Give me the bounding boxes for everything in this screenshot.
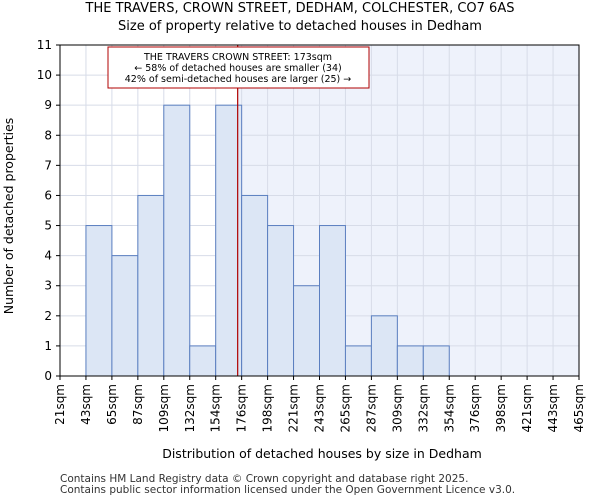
footer-copyright: Contains HM Land Registry data © Crown c… [60,473,469,485]
y-tick-label: 9 [44,98,52,112]
x-tick-label: 132sqm [183,384,197,432]
x-tick-label: 65sqm [105,384,119,425]
histogram-chart: 0 1 2 3 4 5 6 7 8 9 10 11 21sqm 43sqm 65sqm 87sqm 109sqm… [1,38,586,461]
bar-287sqm [370,315,398,377]
y-tick-label: 7 [44,158,52,172]
bar-132sqm [189,345,217,377]
bar-43sqm [85,225,113,377]
bar-87sqm [137,194,165,377]
x-tick-label: 176sqm [235,384,249,432]
x-tick-label: 198sqm [261,384,275,432]
bar-198sqm [267,225,295,377]
chart-title: THE TRAVERS, CROWN STREET, DEDHAM, COLCH… [85,1,515,16]
x-tick-label: 309sqm [390,384,404,432]
y-tick-label: 1 [44,339,52,353]
bar-265sqm [344,345,372,377]
x-tick-label: 443sqm [546,384,560,432]
bar-176sqm [241,194,269,377]
x-tick-label: 21sqm [53,384,67,425]
x-tick-label: 154sqm [209,384,223,432]
annotation-line-2: ← 58% of detached houses are smaller (34… [134,63,341,74]
bar-332sqm [422,345,450,377]
y-tick-label: 0 [44,369,52,383]
x-tick-label: 87sqm [131,384,145,425]
y-tick-label: 6 [44,188,52,202]
x-tick-label: 332sqm [416,384,430,432]
x-axis-label: Distribution of detached houses by size … [162,446,482,461]
bar-109sqm [163,104,191,377]
x-tick-label: 465sqm [572,384,586,432]
footer-licence: Contains public sector information licen… [60,484,516,496]
y-tick-label: 3 [44,279,52,293]
x-tick-label: 376sqm [468,384,482,432]
x-tick-label: 354sqm [442,384,456,432]
x-tick-label: 421sqm [520,384,534,432]
y-tick-label: 5 [44,219,52,233]
chart-subtitle: Size of property relative to detached ho… [118,19,482,34]
x-tick-label: 43sqm [79,384,93,425]
bar-221sqm [293,285,320,377]
y-tick-label: 4 [44,249,52,263]
annotation-line-3: 42% of semi-detached houses are larger (… [125,74,352,85]
x-tick-label: 243sqm [313,384,327,432]
y-tick-label: 11 [37,38,52,52]
bar-65sqm [111,255,139,377]
x-tick-label: 109sqm [157,384,171,432]
annotation-box [107,46,370,89]
y-tick-label: 10 [37,68,52,82]
annotation-line-1: THE TRAVERS CROWN STREET: 173sqm [143,52,332,63]
y-tick-label: 8 [44,128,52,142]
x-tick-label: 221sqm [287,384,301,432]
bar-309sqm [396,345,424,377]
y-tick-label: 2 [44,309,52,323]
x-tick-label: 398sqm [494,384,508,432]
bar-243sqm [319,225,346,377]
x-tick-label: 287sqm [364,384,378,432]
y-axis-label: Number of detached properties [1,118,16,315]
x-tick-label: 265sqm [338,384,352,432]
